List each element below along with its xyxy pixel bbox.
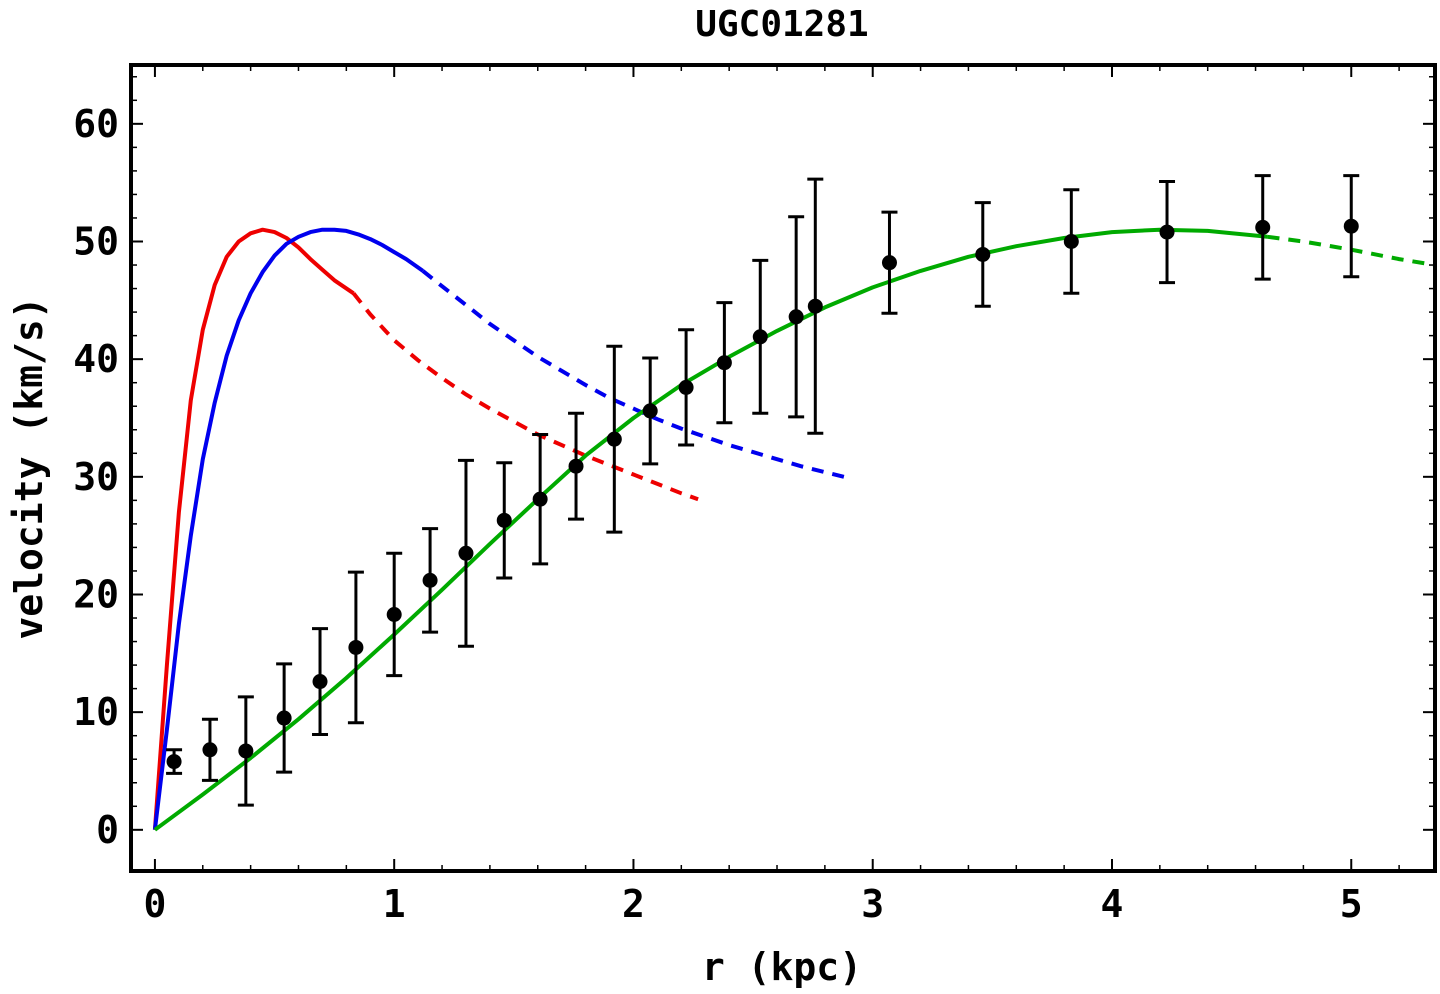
model-curve-1-solid bbox=[152, 227, 355, 830]
data-point-7 bbox=[386, 606, 402, 622]
model-curve-3-solid bbox=[153, 227, 1268, 832]
x-tick-label-1: 1 bbox=[383, 882, 406, 926]
data-point-14 bbox=[642, 403, 658, 419]
x-tick-label-5: 5 bbox=[1340, 882, 1363, 926]
y-tick-label-60: 60 bbox=[73, 102, 119, 146]
y-tick-label-0: 0 bbox=[96, 808, 119, 852]
data-point-8 bbox=[422, 572, 438, 588]
data-point-12 bbox=[568, 458, 584, 474]
y-tick-label-40: 40 bbox=[73, 337, 119, 381]
x-tick-label-2: 2 bbox=[622, 882, 645, 926]
data-point-20 bbox=[881, 255, 897, 271]
x-tick-label-3: 3 bbox=[861, 882, 884, 926]
data-point-2 bbox=[202, 742, 218, 758]
y-tick-label-20: 20 bbox=[73, 572, 119, 616]
x-tick-label-0: 0 bbox=[143, 882, 166, 926]
data-point-5 bbox=[312, 674, 328, 690]
data-point-17 bbox=[752, 329, 768, 345]
y-tick-label-50: 50 bbox=[73, 219, 119, 263]
model-curve-2-solid bbox=[152, 227, 425, 831]
y-tick-label-10: 10 bbox=[73, 690, 119, 734]
x-axis-label: r (kpc) bbox=[702, 945, 862, 989]
data-point-10 bbox=[496, 512, 512, 528]
data-point-4 bbox=[276, 710, 292, 726]
model-curve-1-dashed bbox=[351, 292, 699, 502]
data-points bbox=[166, 174, 1360, 807]
data-point-13 bbox=[606, 431, 622, 447]
data-point-22 bbox=[1063, 233, 1079, 249]
model-curve-2-dashed bbox=[421, 269, 850, 480]
data-point-15 bbox=[678, 379, 694, 395]
y-tick-label-30: 30 bbox=[73, 455, 119, 499]
data-point-16 bbox=[716, 355, 732, 371]
data-point-9 bbox=[458, 545, 474, 561]
data-point-24 bbox=[1255, 219, 1271, 235]
data-point-6 bbox=[348, 639, 364, 655]
data-point-18 bbox=[788, 309, 804, 325]
x-tick-label-4: 4 bbox=[1101, 882, 1124, 926]
plot-frame bbox=[129, 63, 1437, 873]
data-point-21 bbox=[975, 246, 991, 262]
chart-title: UGC01281 bbox=[695, 4, 868, 45]
data-point-23 bbox=[1159, 224, 1175, 240]
data-point-3 bbox=[238, 743, 254, 759]
data-point-11 bbox=[532, 491, 548, 507]
data-point-19 bbox=[807, 298, 823, 314]
data-point-25 bbox=[1343, 218, 1359, 234]
data-point-1 bbox=[166, 754, 182, 770]
y-axis-label: velocity (km/s) bbox=[7, 296, 51, 639]
